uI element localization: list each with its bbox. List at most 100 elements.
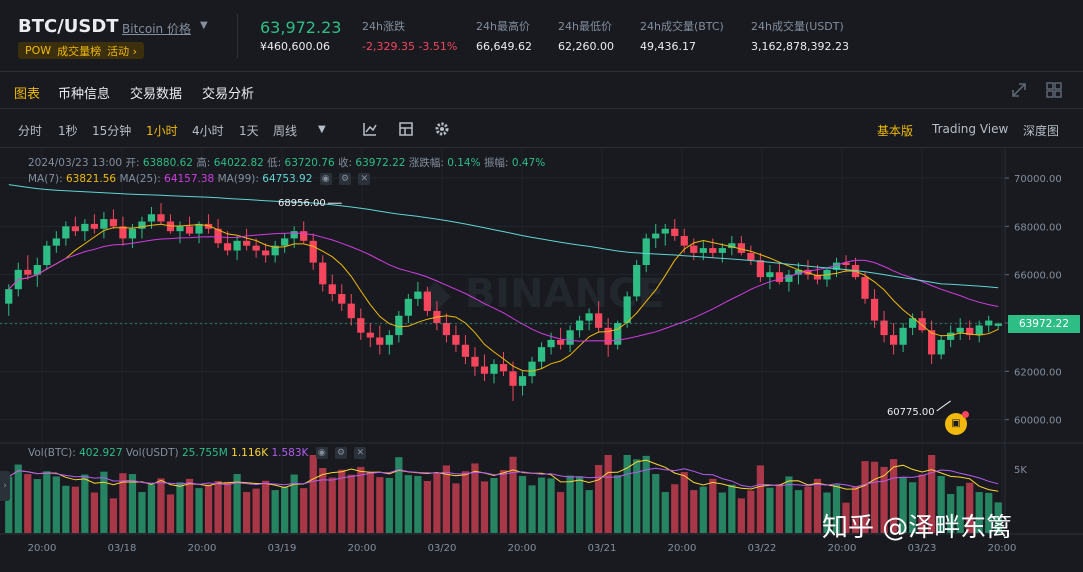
candle-body — [24, 269, 32, 275]
volume-bar — [5, 476, 13, 533]
interval-1s[interactable]: 1秒 — [58, 124, 78, 138]
candle-body — [623, 296, 631, 323]
volume-bar — [975, 492, 983, 533]
volume-bar — [756, 465, 765, 533]
tab-chart[interactable]: 图表 — [14, 87, 41, 102]
ma-settings-icon[interactable]: ⚙ — [339, 173, 352, 185]
volume-bar — [870, 461, 879, 533]
volume-bar — [24, 474, 32, 533]
candle-body — [347, 303, 355, 319]
volume-bar — [338, 469, 346, 533]
ma-close-icon[interactable]: ✕ — [358, 173, 371, 185]
vol-usdt-label: Vol(USDT) — [125, 447, 179, 459]
candle-body — [994, 323, 1002, 326]
candle-body — [128, 228, 137, 239]
candle-body — [52, 238, 60, 246]
view-depth[interactable]: 深度图 — [1023, 124, 1060, 138]
stat-value: 62,260.00 — [558, 40, 614, 53]
candle-body — [661, 228, 669, 234]
volume-bar — [376, 477, 384, 533]
volume-bar — [90, 492, 99, 533]
volume-bar — [680, 472, 688, 533]
candle-body — [404, 298, 412, 316]
tag-volume-rank[interactable]: 成交量榜 — [57, 44, 102, 58]
fullscreen-icon[interactable] — [1010, 81, 1028, 99]
vol-settings-icon[interactable]: ⚙ — [335, 447, 348, 459]
tab-coin-info[interactable]: 币种信息 — [58, 87, 111, 102]
tab-trading-data[interactable]: 交易数据 — [130, 87, 183, 102]
layout-grid-icon[interactable] — [1045, 81, 1063, 99]
stat-24h-low: 24h最低价 62,260.00 — [558, 18, 614, 53]
volume-bar — [385, 477, 393, 533]
interval-more-dropdown-icon[interactable]: ▼ — [318, 124, 326, 135]
vol-visibility-icon[interactable]: ◉ — [315, 447, 328, 459]
volume-bar — [861, 461, 869, 533]
volume-bar — [794, 490, 803, 533]
candle-body — [376, 337, 384, 345]
volume-bar — [718, 492, 726, 533]
volume-bar — [147, 484, 156, 533]
panel-expand-icon[interactable]: › — [0, 471, 10, 501]
stat-value: -2,329.35 -3.51% — [362, 40, 458, 53]
time-tick-label: 03/18 — [108, 543, 137, 554]
symbol-title[interactable]: BTC/USDT — [18, 16, 119, 37]
volume-bar — [100, 471, 108, 533]
volume-bar — [404, 475, 412, 533]
stat-value: 66,649.62 — [476, 40, 532, 53]
volume-bar — [300, 488, 308, 533]
candle-body — [785, 274, 793, 282]
interval-15m[interactable]: 15分钟 — [92, 124, 132, 138]
chart-settings-grid-icon[interactable] — [398, 121, 414, 137]
candle-body — [290, 231, 298, 239]
change-value: 0.14% — [447, 157, 481, 169]
candle-body — [718, 248, 726, 253]
volume-bar — [728, 484, 736, 533]
ma7-value: 63821.56 — [66, 173, 117, 185]
stat-24h-volume-btc: 24h成交量(BTC) 49,436.17 — [640, 18, 724, 53]
ma-visibility-icon[interactable]: ◉ — [319, 173, 332, 185]
candle-body — [281, 238, 289, 246]
low-marker-label: 60775.00 — [887, 407, 935, 418]
ma99-label: MA(99): — [217, 173, 259, 185]
volume-bar — [842, 502, 850, 533]
view-tradingview[interactable]: Trading View — [932, 122, 1009, 136]
candle-body — [956, 327, 964, 333]
volume-bar — [347, 474, 355, 533]
candle-body — [338, 294, 346, 304]
candle-body — [242, 240, 251, 246]
tag-activity[interactable]: 活动 › — [107, 44, 138, 58]
candle-body — [813, 274, 822, 280]
tag-pow[interactable]: POW — [25, 44, 52, 57]
indicator-icon[interactable] — [362, 121, 378, 137]
kline-chart[interactable]: ◆ BINANCE 70000.0068000.0066000.0064000.… — [0, 149, 1083, 572]
open-label: 开: — [125, 157, 140, 169]
interval-1h[interactable]: 1小时 — [146, 124, 178, 138]
volume-bar — [499, 470, 508, 533]
gear-icon[interactable] — [434, 121, 450, 137]
volume-legend: Vol(BTC): 402.927 Vol(USDT) 25.755M 1.11… — [28, 447, 367, 459]
candle-body — [262, 250, 270, 256]
interval-1d[interactable]: 1天 — [239, 124, 259, 138]
candle-body — [423, 291, 432, 311]
chart-area[interactable]: ◆ BINANCE 70000.0068000.0066000.0064000.… — [0, 149, 1083, 572]
view-basic[interactable]: 基本版 — [877, 124, 914, 138]
candle-body — [414, 291, 422, 299]
interval-4h[interactable]: 4小时 — [192, 124, 224, 138]
symbol-dropdown-icon[interactable]: ▼ — [200, 20, 208, 31]
candle-body — [518, 376, 527, 386]
volume-bar — [518, 476, 527, 533]
interval-timeline[interactable]: 分时 — [18, 124, 43, 138]
bitcoin-price-link[interactable]: Bitcoin 价格 — [122, 22, 191, 36]
vol-close-icon[interactable]: ✕ — [354, 447, 367, 459]
close-value: 63972.22 — [355, 157, 406, 169]
interval-week[interactable]: 周线 — [273, 124, 298, 138]
notification-badge-icon[interactable]: ▣ — [945, 411, 969, 435]
stat-value: 49,436.17 — [640, 40, 696, 53]
time-tick-label: 03/21 — [588, 543, 617, 554]
stat-label: 24h最低价 — [558, 20, 612, 33]
volume-bar — [785, 476, 793, 533]
candle-body — [575, 320, 584, 331]
tab-trading-analysis[interactable]: 交易分析 — [202, 87, 255, 102]
volume-ma10-line — [8, 467, 999, 488]
candle-body — [62, 226, 70, 239]
